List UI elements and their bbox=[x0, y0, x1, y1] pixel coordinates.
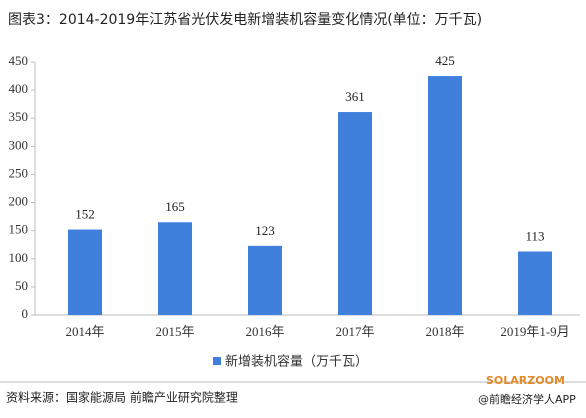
data-label: 113 bbox=[525, 228, 544, 243]
bar bbox=[248, 245, 282, 315]
y-tick-label: 150 bbox=[9, 222, 29, 237]
data-label: 123 bbox=[255, 223, 275, 238]
x-tick-label: 2017年 bbox=[335, 324, 374, 339]
y-tick-label: 100 bbox=[9, 250, 29, 265]
bar bbox=[428, 76, 462, 315]
y-tick-label: 300 bbox=[9, 137, 29, 152]
footer: @前瞻经济学人APP bbox=[478, 392, 576, 406]
x-tick-label: 2015年 bbox=[155, 324, 194, 339]
data-label: 361 bbox=[345, 89, 365, 104]
brand: SOLARZOOM bbox=[486, 374, 565, 387]
bar bbox=[338, 112, 372, 315]
legend-swatch bbox=[213, 357, 221, 365]
data-label: 152 bbox=[75, 207, 95, 222]
x-tick-label: 2018年 bbox=[425, 324, 464, 339]
y-tick-label: 450 bbox=[9, 53, 29, 68]
data-label: 425 bbox=[435, 53, 455, 68]
source: 资料来源：国家能源局 前瞻产业研究院整理 bbox=[6, 390, 238, 405]
y-tick-label: 350 bbox=[9, 109, 29, 124]
y-tick-label: 250 bbox=[9, 165, 29, 180]
chart-title: 图表3：2014-2019年江苏省光伏发电新增装机容量变化情况(单位：万千瓦) bbox=[8, 11, 482, 28]
x-tick-label: 2019年1-9月 bbox=[500, 324, 569, 339]
y-tick-label: 50 bbox=[15, 278, 28, 293]
data-label: 165 bbox=[165, 199, 185, 214]
y-tick-label: 200 bbox=[9, 194, 29, 209]
y-tick-label: 400 bbox=[9, 81, 29, 96]
bar bbox=[518, 251, 552, 315]
x-tick-label: 2016年 bbox=[245, 324, 284, 339]
bar bbox=[158, 222, 192, 315]
y-tick-label: 0 bbox=[22, 306, 29, 321]
x-tick-label: 2014年 bbox=[65, 324, 104, 339]
bar bbox=[68, 229, 102, 315]
legend-label: 新增装机容量（万千瓦） bbox=[225, 354, 368, 370]
